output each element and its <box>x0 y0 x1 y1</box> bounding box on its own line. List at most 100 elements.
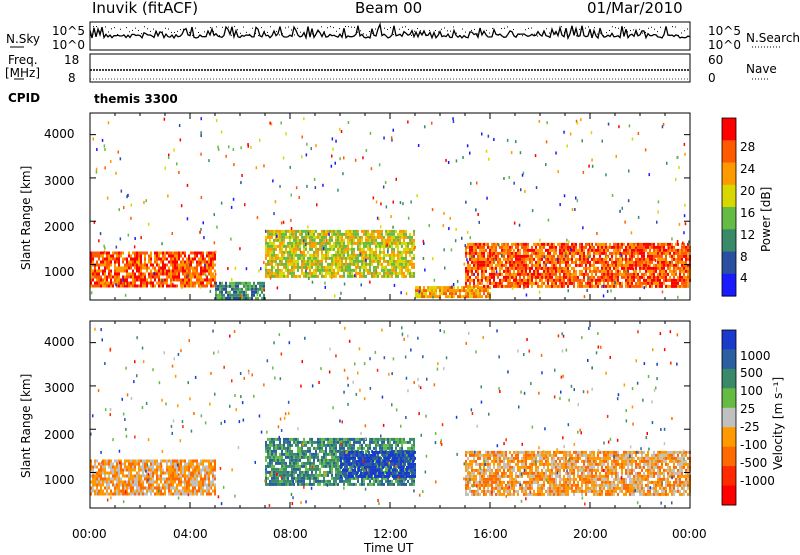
power-cell <box>132 282 134 285</box>
power-cell <box>319 233 321 236</box>
power-cell <box>265 272 267 275</box>
velocity-cell <box>116 478 118 481</box>
power-cell <box>96 264 98 267</box>
velocity-cell <box>301 456 303 459</box>
velocity-cell <box>156 472 158 475</box>
velocity-cell <box>295 456 297 459</box>
power-cell <box>301 263 303 266</box>
velocity-cell <box>98 463 100 466</box>
power-cell <box>339 248 341 251</box>
power-cell <box>371 248 373 251</box>
power-sparse-cell <box>568 240 570 243</box>
velocity-cell <box>309 468 311 471</box>
velocity-cell <box>293 438 295 441</box>
nsearch-dot <box>585 28 586 29</box>
power-cell <box>351 260 353 263</box>
power-cell <box>391 257 393 260</box>
velocity-cell <box>142 484 144 487</box>
power-cell <box>269 272 271 275</box>
power-cell <box>563 249 565 252</box>
power-cell <box>146 252 148 255</box>
power-cell <box>198 258 200 261</box>
power-cell <box>319 245 321 248</box>
power-cell <box>339 269 341 272</box>
power-cell <box>287 263 289 266</box>
velocity-cell <box>212 490 214 493</box>
power-cell <box>483 273 485 276</box>
power-cell <box>647 255 649 258</box>
power-cell <box>519 255 521 258</box>
power-cell <box>385 233 387 236</box>
power-cell <box>265 266 267 269</box>
power-cell <box>519 273 521 276</box>
power-cell <box>373 239 375 242</box>
velocity-cell <box>289 465 291 468</box>
velocity-cell <box>180 478 182 481</box>
power-cell <box>615 276 617 279</box>
power-sparse-cell <box>96 148 98 151</box>
power-cell <box>627 276 629 279</box>
power-cell <box>375 260 377 263</box>
power-sparse-cell <box>331 155 333 158</box>
power-cell <box>379 242 381 245</box>
velocity-cell <box>100 484 102 487</box>
power-cell <box>411 272 413 275</box>
velocity-cell <box>214 487 216 490</box>
power-cell <box>156 270 158 273</box>
power-cell <box>247 282 249 285</box>
power-cell <box>100 255 102 258</box>
velocity-cell <box>287 456 289 459</box>
power-cell <box>269 245 271 248</box>
velocity-cell <box>114 469 116 472</box>
power-cell <box>487 255 489 258</box>
power-cell <box>359 275 361 278</box>
power-cell <box>523 279 525 282</box>
power-cell <box>305 263 307 266</box>
power-cell <box>605 285 607 288</box>
power-cell <box>275 257 277 260</box>
power-sparse-cell <box>340 292 342 295</box>
power-cell <box>613 246 615 249</box>
velocity-cell <box>134 469 136 472</box>
power-cell <box>553 282 555 285</box>
power-cell <box>581 264 583 267</box>
power-cell <box>158 258 160 261</box>
power-cell <box>563 273 565 276</box>
velocity-cell <box>132 463 134 466</box>
power-cell <box>174 273 176 276</box>
power-cell <box>311 263 313 266</box>
velocity-cell <box>102 481 104 484</box>
power-cell <box>553 249 555 252</box>
nsearch-dot <box>489 33 490 34</box>
power-cell <box>545 255 547 258</box>
velocity-cell <box>126 469 128 472</box>
power-cell <box>661 273 663 276</box>
velocity-cell <box>148 487 150 490</box>
power-cell <box>687 246 689 249</box>
power-cell <box>190 273 192 276</box>
power-cell <box>645 282 647 285</box>
velocity-cell <box>98 484 100 487</box>
velocity-cell <box>110 478 112 481</box>
velocity-cell <box>208 466 210 469</box>
power-cell <box>537 270 539 273</box>
power-cell <box>367 248 369 251</box>
power-cell <box>184 279 186 282</box>
velocity-cell <box>299 453 301 456</box>
power-cell <box>371 251 373 254</box>
power-cell <box>331 248 333 251</box>
power-cell <box>295 263 297 266</box>
power-cell <box>381 251 383 254</box>
nsearch-dot <box>288 26 289 27</box>
power-cell <box>447 289 449 292</box>
velocity-cell <box>94 481 96 484</box>
nsearch-dot <box>498 35 499 36</box>
power-cell <box>118 261 120 264</box>
power-cell <box>233 285 235 288</box>
power-cell <box>533 282 535 285</box>
power-cell <box>643 279 645 282</box>
nsearch-dot <box>678 35 679 36</box>
power-sparse-cell <box>263 261 265 264</box>
power-cell <box>607 249 609 252</box>
power-cell <box>273 230 275 233</box>
